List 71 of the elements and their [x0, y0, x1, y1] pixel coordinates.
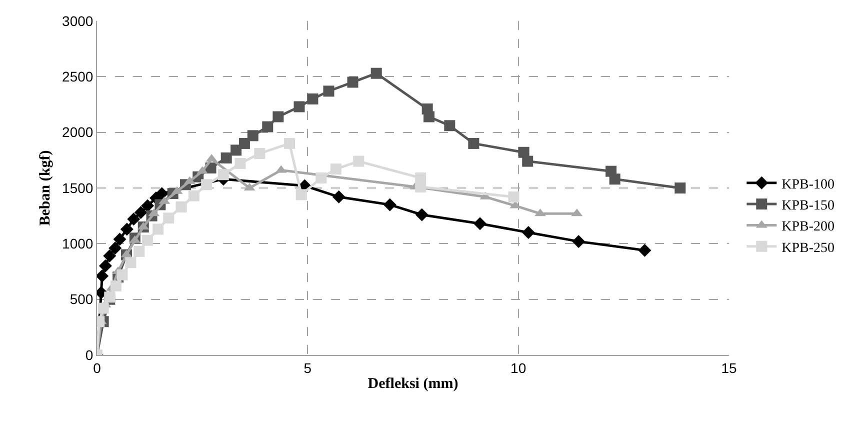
point [247, 130, 258, 142]
point [296, 189, 307, 200]
point [262, 121, 274, 132]
point [353, 156, 364, 167]
y-tick-label: 0 [85, 346, 94, 363]
point [323, 86, 334, 97]
point [522, 226, 535, 240]
point [347, 76, 358, 88]
point [284, 138, 296, 149]
y-tick-label: 1500 [62, 180, 94, 196]
legend-label: KPB-200 [782, 220, 835, 235]
point [572, 234, 586, 248]
point [254, 148, 266, 159]
legend-label: KPB-150 [782, 198, 835, 214]
y-tick-label: 500 [70, 291, 94, 308]
point [152, 224, 164, 235]
point [103, 249, 116, 262]
point [127, 212, 140, 226]
point [113, 232, 126, 246]
point [307, 93, 318, 104]
y-tick-label: 1000 [62, 236, 94, 252]
point [238, 138, 250, 149]
point [188, 190, 200, 202]
point [332, 190, 346, 204]
point [201, 179, 212, 190]
point [220, 152, 232, 164]
point [120, 222, 134, 236]
point [424, 111, 435, 122]
point [108, 242, 122, 255]
point [125, 257, 136, 268]
point [674, 182, 686, 194]
point [141, 199, 154, 212]
point [98, 302, 109, 314]
x-tick-label: 15 [721, 360, 737, 376]
point [176, 201, 187, 212]
legend-label: KPB-100 [782, 177, 835, 192]
point [134, 206, 148, 219]
point [230, 144, 242, 156]
x-axis-title: Defleksi (mm) [368, 376, 458, 392]
point [272, 111, 284, 122]
point [522, 156, 534, 167]
point [98, 259, 112, 272]
x-tick-label: 5 [304, 360, 312, 376]
point [97, 269, 109, 282]
point [370, 68, 382, 79]
point [415, 181, 426, 192]
point [468, 138, 480, 149]
point [294, 101, 305, 112]
point [330, 164, 342, 175]
point [638, 244, 652, 257]
y-tick-label: 2500 [62, 68, 94, 85]
legend-label: KPB-250 [782, 240, 835, 256]
point [163, 212, 174, 224]
y-tick-label: 3000 [62, 12, 94, 29]
point [383, 198, 396, 212]
point [316, 172, 327, 184]
y-tick-label: 2000 [62, 124, 94, 140]
point [234, 158, 246, 170]
x-tick-label: 10 [510, 360, 526, 376]
point [508, 191, 520, 202]
point [116, 269, 128, 280]
point [142, 234, 154, 246]
point [110, 280, 122, 292]
point [415, 208, 428, 222]
y-axis-title: Beban (kgf) [37, 150, 54, 226]
point [609, 174, 620, 185]
point [155, 187, 168, 200]
point [218, 169, 229, 180]
point [473, 217, 486, 230]
point [444, 120, 456, 132]
point [134, 246, 145, 257]
